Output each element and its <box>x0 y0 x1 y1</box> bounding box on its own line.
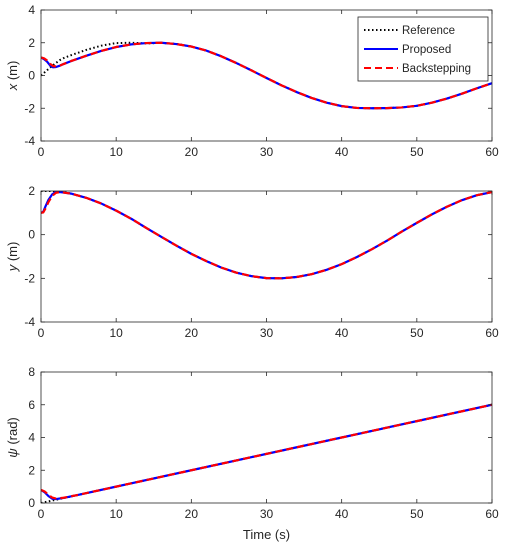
x-tick-label: 60 <box>485 145 499 159</box>
subplot-3: 0 10 20 30 40 50 60 0 2 4 6 8 ψ (rad) Time (s) <box>5 365 499 542</box>
series-line-backstepping <box>41 403 492 500</box>
x-tick-label: 0 <box>38 326 45 340</box>
subplot-2: 0 10 20 30 40 50 60 -4 -2 0 2 y (m) <box>5 184 499 340</box>
y-tick-label: -4 <box>24 315 35 329</box>
series-line-backstepping <box>41 41 492 110</box>
legend: Reference Proposed Backstepping <box>357 16 489 82</box>
y-tick-label: -4 <box>24 134 35 148</box>
y-tick-label: 0 <box>28 69 35 83</box>
plot-area <box>41 372 492 503</box>
subplot-1: 0 10 20 30 40 50 60 -4 -2 0 2 4 x (m) Reference Propos… <box>5 3 499 159</box>
x-tick-label: 10 <box>109 326 123 340</box>
x-tick-label: 20 <box>185 145 199 159</box>
x-tick-label: 60 <box>485 326 499 340</box>
y-axis-label: ψ (rad) <box>5 417 20 458</box>
x-tick-label: 0 <box>38 507 45 521</box>
x-tick-label: 40 <box>335 507 349 521</box>
legend-label-proposed: Proposed <box>402 44 451 56</box>
y-tick-label: 0 <box>28 496 35 510</box>
x-tick-label: 10 <box>109 507 123 521</box>
x-tick-label: 30 <box>260 326 274 340</box>
series-group <box>41 41 492 110</box>
y-tick-label: 2 <box>28 463 35 477</box>
legend-label-backstepping: Backstepping <box>402 63 471 75</box>
x-axis-label: Time (s) <box>243 527 290 542</box>
x-tick-label: 20 <box>185 326 199 340</box>
x-tick-label: 60 <box>485 507 499 521</box>
y-tick-label: -2 <box>24 271 35 285</box>
x-tick-label: 40 <box>335 326 349 340</box>
y-tick-label: 2 <box>28 184 35 198</box>
y-tick-label: 4 <box>28 431 35 445</box>
y-tick-label: 4 <box>28 3 35 17</box>
y-tick-label: -2 <box>24 101 35 115</box>
x-tick-label: 50 <box>410 145 424 159</box>
x-tick-label: 0 <box>38 145 45 159</box>
y-tick-label: 6 <box>28 398 35 412</box>
series-line-backstepping <box>41 191 492 280</box>
plot-area <box>41 191 492 322</box>
x-tick-label: 20 <box>185 507 199 521</box>
legend-label-reference: Reference <box>402 25 455 37</box>
y-axis-label: y (m) <box>5 242 20 273</box>
series-group <box>41 403 492 503</box>
x-tick-label: 50 <box>410 507 424 521</box>
x-tick-label: 40 <box>335 145 349 159</box>
x-tick-label: 30 <box>260 145 274 159</box>
y-tick-label: 2 <box>28 36 35 50</box>
y-tick-label: 8 <box>28 365 35 379</box>
x-tick-label: 30 <box>260 507 274 521</box>
series-group <box>41 191 492 280</box>
y-tick-label: 0 <box>28 228 35 242</box>
x-tick-label: 10 <box>109 145 123 159</box>
y-axis-label: x (m) <box>5 61 20 92</box>
x-tick-label: 50 <box>410 326 424 340</box>
